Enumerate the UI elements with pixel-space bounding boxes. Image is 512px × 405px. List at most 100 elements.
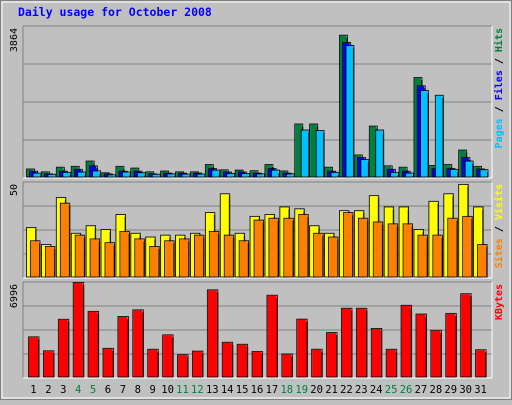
x-tick-label-day-18: 18 <box>280 384 293 396</box>
x-tick-label-day-31: 31 <box>474 384 487 396</box>
bar-kbytes-day-6 <box>103 348 114 377</box>
panel-2-ylabel-part: Visits <box>493 184 505 220</box>
bar-sites-day-21 <box>329 237 339 277</box>
x-tick-label-day-13: 13 <box>206 384 219 396</box>
x-tick-label-day-28: 28 <box>430 384 443 396</box>
bar-kbytes-day-11 <box>178 355 189 377</box>
panel-3-ylabel: KBytes <box>494 284 505 320</box>
chart-title: Daily usage for October 2008 <box>18 5 212 19</box>
bar-sites-day-3 <box>60 203 70 277</box>
panel-1-ylabel-part: / <box>494 100 505 118</box>
panel-2-ymax-label: 50 <box>9 184 20 196</box>
bar-sites-day-22 <box>343 213 353 277</box>
x-tick-label-day-12: 12 <box>191 384 204 396</box>
bar-kbytes-day-22 <box>341 308 352 377</box>
x-tick-label-day-22: 22 <box>340 384 353 396</box>
bar-kbytes-day-16 <box>252 352 263 377</box>
x-tick-label-day-8: 8 <box>135 384 141 396</box>
bar-kbytes-day-19 <box>297 319 308 377</box>
bar-sites-day-27 <box>418 235 428 277</box>
bar-kbytes-day-23 <box>356 308 367 377</box>
bar-kbytes-day-1 <box>29 337 40 377</box>
bar-sites-day-26 <box>403 224 413 277</box>
x-tick-label-day-23: 23 <box>355 384 368 396</box>
bar-sites-day-24 <box>373 222 383 277</box>
bar-kbytes-day-25 <box>386 349 397 377</box>
bar-sites-day-29 <box>448 218 458 277</box>
x-tick-label-day-7: 7 <box>120 384 126 396</box>
x-tick-label-day-25: 25 <box>385 384 398 396</box>
bar-sites-day-1 <box>31 241 41 277</box>
x-tick-label-day-27: 27 <box>415 384 428 396</box>
x-tick-label-day-17: 17 <box>266 384 279 396</box>
bar-sites-day-23 <box>358 218 368 277</box>
bar-pages-day-19 <box>301 130 310 177</box>
bar-kbytes-day-29 <box>446 313 457 377</box>
bar-sites-day-12 <box>194 235 204 277</box>
x-tick-label-day-14: 14 <box>221 384 234 396</box>
bar-sites-day-8 <box>135 239 145 277</box>
x-tick-label-day-5: 5 <box>90 384 96 396</box>
bar-kbytes-day-8 <box>133 310 144 377</box>
x-tick-label-day-24: 24 <box>370 384 383 396</box>
x-tick-label-day-1: 1 <box>30 384 36 396</box>
bar-kbytes-day-31 <box>476 350 487 377</box>
panel-2-ylabel-part: Sites <box>493 238 505 268</box>
bar-sites-day-18 <box>284 218 294 277</box>
bar-sites-day-25 <box>388 224 398 277</box>
panel-2-ylabel-part: / <box>494 220 505 238</box>
bar-kbytes-day-9 <box>148 349 159 377</box>
x-tick-label-day-19: 19 <box>295 384 308 396</box>
panel-3-ylabel-part: KBytes <box>494 284 505 320</box>
bar-kbytes-day-10 <box>163 335 174 377</box>
bar-kbytes-day-28 <box>431 330 442 377</box>
bar-kbytes-day-2 <box>43 351 54 377</box>
bar-pages-day-27 <box>420 90 429 177</box>
bar-sites-day-10 <box>165 241 175 277</box>
bar-kbytes-day-14 <box>222 342 233 377</box>
x-tick-label-day-21: 21 <box>325 384 338 396</box>
bar-pages-day-24 <box>376 130 385 177</box>
bar-kbytes-day-13 <box>207 290 218 377</box>
bar-kbytes-day-17 <box>267 295 278 377</box>
bar-kbytes-day-20 <box>312 349 323 377</box>
bar-sites-day-2 <box>45 246 55 277</box>
x-tick-label-day-16: 16 <box>251 384 264 396</box>
bar-pages-day-23 <box>361 159 370 177</box>
bar-pages-day-28 <box>435 95 444 177</box>
bar-kbytes-day-4 <box>73 283 84 378</box>
panel-3-ymax-label: 6996 <box>9 284 20 308</box>
bar-kbytes-day-27 <box>416 314 427 377</box>
x-tick-label-day-4: 4 <box>75 384 81 396</box>
bar-sites-day-5 <box>90 239 100 277</box>
x-tick-label-day-26: 26 <box>400 384 413 396</box>
bar-sites-day-7 <box>120 231 130 277</box>
bar-sites-day-6 <box>105 243 115 277</box>
bar-kbytes-day-26 <box>401 305 412 377</box>
panel-1-ylabel-part: Hits <box>493 28 505 52</box>
bar-pages-day-6 <box>107 175 115 177</box>
bar-pages-day-20 <box>316 130 325 177</box>
bar-kbytes-day-30 <box>461 294 472 377</box>
bar-sites-day-16 <box>254 220 264 277</box>
x-tick-label-day-30: 30 <box>459 384 472 396</box>
bar-kbytes-day-18 <box>282 354 293 377</box>
bar-kbytes-day-21 <box>327 333 338 377</box>
panel-1-ylabel-part: / <box>494 52 505 70</box>
x-tick-label-day-2: 2 <box>45 384 51 396</box>
x-tick-label-day-29: 29 <box>444 384 457 396</box>
bar-sites-day-17 <box>269 218 279 277</box>
panel-1-ylabel-part: Pages <box>494 118 505 148</box>
x-tick-label-day-6: 6 <box>105 384 111 396</box>
bar-kbytes-day-12 <box>192 351 203 377</box>
bar-kbytes-day-3 <box>58 319 69 377</box>
bar-kbytes-day-5 <box>88 311 99 377</box>
bar-sites-day-4 <box>75 235 85 277</box>
bar-sites-day-20 <box>314 233 324 277</box>
x-tick-label-day-15: 15 <box>236 384 249 396</box>
x-tick-label-day-3: 3 <box>60 384 66 396</box>
panel-1-ylabel-part: Files <box>493 70 505 100</box>
x-tick-label-day-9: 9 <box>150 384 156 396</box>
